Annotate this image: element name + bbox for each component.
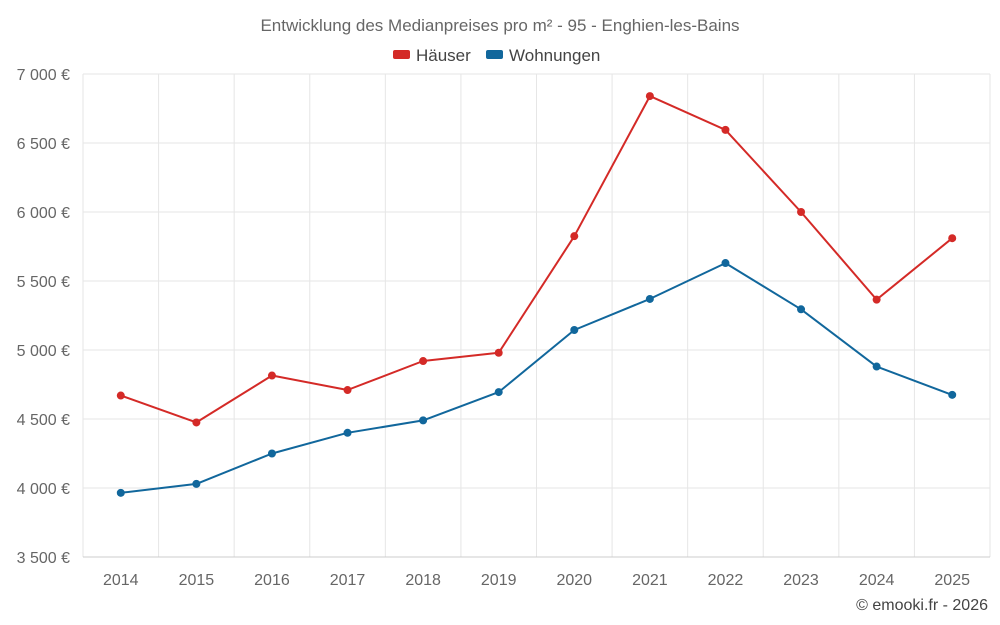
data-point-haeuser-2017[interactable] (343, 386, 352, 395)
y-tick-label: 5 500 € (17, 274, 70, 291)
data-point-wohnungen-2024[interactable] (872, 362, 881, 371)
x-tick-label: 2021 (632, 572, 668, 589)
data-point-haeuser-2021[interactable] (645, 92, 654, 101)
series-line-wohnungen[interactable] (120, 262, 953, 494)
legend-swatch-haeuser (393, 50, 410, 59)
data-point-haeuser-2015[interactable] (192, 418, 201, 427)
legend-label-haeuser: Häuser (416, 46, 471, 65)
y-tick-label: 6 000 € (17, 205, 70, 222)
y-tick-label: 4 500 € (17, 412, 70, 429)
x-tick-label: 2015 (179, 572, 215, 589)
grid (82, 73, 991, 557)
series-line-haeuser[interactable] (120, 95, 953, 424)
legend[interactable]: Häuser Wohnungen (393, 46, 600, 65)
data-point-wohnungen-2019[interactable] (494, 388, 503, 397)
x-tick-label: 2014 (103, 572, 139, 589)
x-tick-label: 2025 (934, 572, 970, 589)
data-point-haeuser-2018[interactable] (419, 357, 428, 366)
x-tick-label: 2022 (708, 572, 744, 589)
data-point-wohnungen-2017[interactable] (343, 428, 352, 437)
data-point-haeuser-2019[interactable] (494, 348, 503, 357)
x-axis: 2014 2015 2016 2017 2018 2019 2020 2021 2022 2023… (83, 556, 990, 589)
data-point-haeuser-2022[interactable] (721, 125, 730, 134)
data-point-haeuser-2024[interactable] (872, 295, 881, 304)
data-point-haeuser-2014[interactable] (116, 391, 125, 400)
data-point-wohnungen-2025[interactable] (948, 390, 957, 399)
y-axis: 3 500 € 4 000 € 4 500 € 5 000 € 5 500 € 6 000… (17, 67, 70, 567)
legend-swatch-wohnungen (486, 50, 503, 59)
data-point-wohnungen-2022[interactable] (721, 259, 730, 268)
x-tick-label: 2023 (783, 572, 819, 589)
data-point-haeuser-2016[interactable] (267, 371, 276, 380)
data-point-haeuser-2025[interactable] (948, 234, 957, 243)
data-point-wohnungen-2016[interactable] (267, 449, 276, 458)
y-tick-label: 4 000 € (17, 481, 70, 498)
data-point-haeuser-2020[interactable] (570, 232, 579, 241)
x-tick-label: 2018 (405, 572, 441, 589)
legend-label-wohnungen: Wohnungen (509, 46, 600, 65)
y-tick-label: 3 500 € (17, 550, 70, 567)
chart-title: Entwicklung des Medianpreises pro m² - 9… (260, 16, 739, 35)
y-tick-label: 5 000 € (17, 343, 70, 360)
x-tick-label: 2017 (330, 572, 366, 589)
data-point-wohnungen-2021[interactable] (645, 294, 654, 303)
x-tick-label: 2024 (859, 572, 895, 589)
x-tick-label: 2020 (556, 572, 592, 589)
y-tick-label: 7 000 € (17, 67, 70, 84)
y-tick-label: 6 500 € (17, 136, 70, 153)
data-point-wohnungen-2023[interactable] (797, 305, 806, 314)
data-point-wohnungen-2018[interactable] (419, 416, 428, 425)
credit-text: © emooki.fr - 2026 (856, 597, 988, 614)
data-point-wohnungen-2020[interactable] (570, 325, 579, 334)
data-point-wohnungen-2014[interactable] (116, 488, 125, 497)
data-point-haeuser-2023[interactable] (797, 208, 806, 216)
x-tick-label: 2019 (481, 572, 517, 589)
x-tick-label: 2016 (254, 572, 290, 589)
series-group (116, 92, 957, 497)
data-point-wohnungen-2015[interactable] (192, 479, 201, 488)
